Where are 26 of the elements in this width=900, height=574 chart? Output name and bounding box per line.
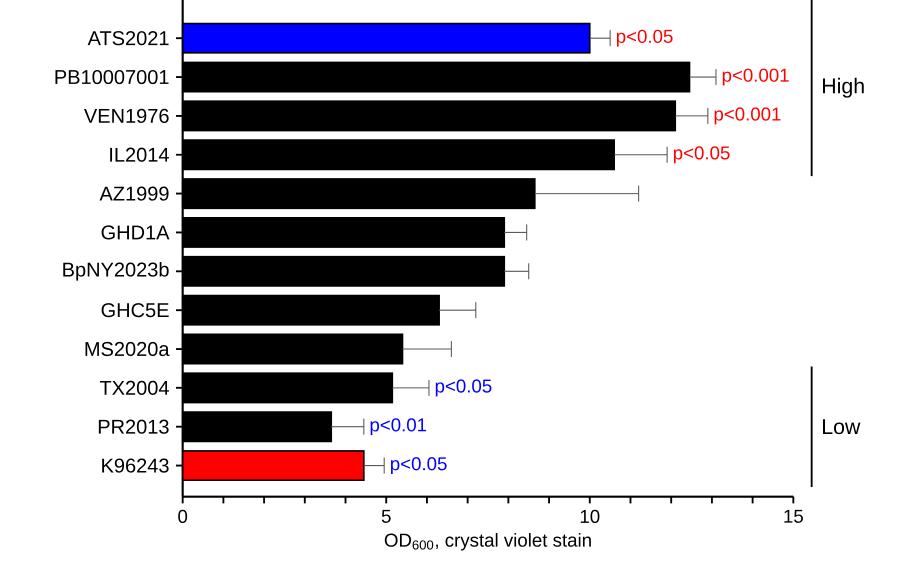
y-tick-label: GHC5E	[102, 303, 169, 318]
x-tick-label: 10	[580, 510, 600, 524]
text: High	[823, 78, 864, 98]
annotation: p<0.01	[370, 418, 426, 436]
annotation: p<0.001	[722, 68, 789, 86]
annotation: p<0.05	[391, 457, 447, 474]
annotation: p<0.05	[674, 146, 730, 164]
annotation: p<0.05	[436, 379, 492, 396]
y-tick-label: PR2013	[98, 420, 169, 434]
y-tick-label: VEN1976	[84, 108, 169, 123]
x-tick-label: 0	[178, 510, 188, 524]
annotation: p<0.001	[714, 107, 781, 124]
y-tick-label: IL2014	[110, 148, 169, 162]
x-tick-label: 5	[382, 510, 391, 523]
y-tick-label: MS2020a	[86, 342, 170, 356]
y-tick-label: AZ1999	[100, 186, 169, 201]
annotation: p<0.05	[616, 30, 673, 47]
y-tick-label: TX2004	[100, 380, 169, 395]
y-tick-label: BpNY2023b	[63, 262, 169, 281]
y-tick-label: K96243	[102, 458, 169, 473]
text: Low	[823, 419, 860, 434]
x-tick-label: 15	[784, 510, 803, 523]
y-tick-label: PB10007001	[55, 70, 169, 84]
y-tick-label: ATS2021	[88, 31, 169, 46]
y-tick-label: GHD1A	[102, 225, 170, 240]
x-axis-title: OD$_{600}$, crystal violet stain	[384, 533, 591, 550]
